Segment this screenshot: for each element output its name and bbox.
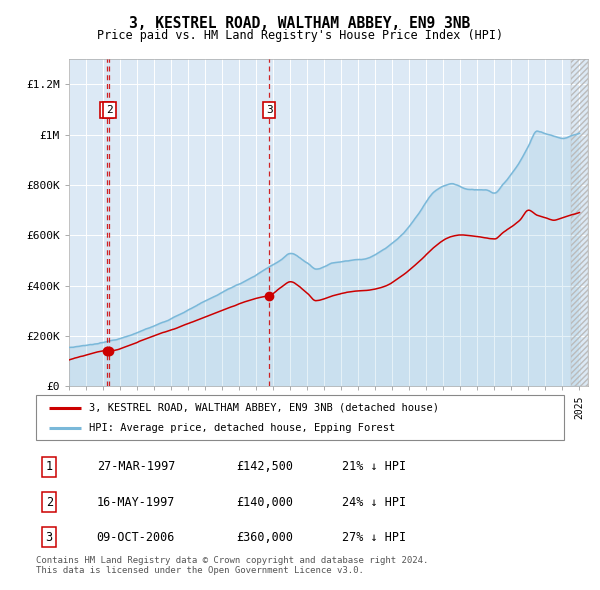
Text: Price paid vs. HM Land Registry's House Price Index (HPI): Price paid vs. HM Land Registry's House … [97,29,503,42]
Text: 3, KESTREL ROAD, WALTHAM ABBEY, EN9 3NB (detached house): 3, KESTREL ROAD, WALTHAM ABBEY, EN9 3NB … [89,403,439,412]
Text: 3: 3 [266,105,272,114]
Text: 2: 2 [46,496,53,509]
Text: 21% ↓ HPI: 21% ↓ HPI [342,460,406,474]
Text: 1: 1 [46,460,53,474]
FancyBboxPatch shape [36,395,564,440]
Text: 16-MAY-1997: 16-MAY-1997 [97,496,175,509]
Text: 3: 3 [46,530,53,544]
Text: 27% ↓ HPI: 27% ↓ HPI [342,530,406,544]
Text: 2: 2 [106,105,113,114]
Text: Contains HM Land Registry data © Crown copyright and database right 2024.
This d: Contains HM Land Registry data © Crown c… [36,556,428,575]
Text: HPI: Average price, detached house, Epping Forest: HPI: Average price, detached house, Eppi… [89,424,395,434]
Text: £142,500: £142,500 [236,460,293,474]
Text: 09-OCT-2006: 09-OCT-2006 [97,530,175,544]
Text: 1: 1 [103,105,110,114]
Text: 27-MAR-1997: 27-MAR-1997 [97,460,175,474]
Text: 3, KESTREL ROAD, WALTHAM ABBEY, EN9 3NB: 3, KESTREL ROAD, WALTHAM ABBEY, EN9 3NB [130,16,470,31]
Text: £140,000: £140,000 [236,496,293,509]
Text: £360,000: £360,000 [236,530,293,544]
Text: 24% ↓ HPI: 24% ↓ HPI [342,496,406,509]
